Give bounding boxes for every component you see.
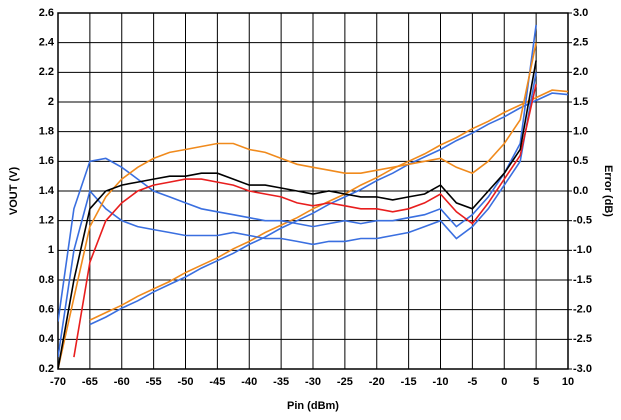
x-tick-label: -35 — [273, 376, 289, 388]
y-tick-label: 1 — [48, 244, 54, 256]
y-tick-label: 2.4 — [39, 37, 55, 49]
x-tick-label: -10 — [433, 376, 449, 388]
y2-tick-label: 1.0 — [573, 126, 588, 138]
y-tick-label: 1.8 — [39, 126, 54, 138]
y-tick-label: 1.6 — [39, 155, 54, 167]
x-tick-label: -25 — [337, 376, 353, 388]
y2-tick-label: -1.5 — [573, 274, 592, 286]
data-line — [89, 89, 568, 321]
data-line — [89, 92, 568, 326]
y-tick-label: 2.6 — [39, 7, 54, 19]
x-tick-label: 10 — [562, 376, 574, 388]
y-tick-label: 0.4 — [39, 333, 55, 345]
x-tick-label: 5 — [533, 376, 539, 388]
data-line — [58, 24, 537, 322]
y2-tick-label: -2.5 — [573, 333, 592, 345]
y2-axis-title: Error (dB) — [602, 165, 614, 217]
x-tick-label: 0 — [501, 376, 507, 388]
y2-tick-label: 3.0 — [573, 7, 588, 19]
plot-frame — [57, 12, 569, 370]
y2-tick-label: -3.0 — [573, 363, 592, 375]
x-tick-label: -40 — [241, 376, 257, 388]
y2-tick-label: 2.0 — [573, 66, 588, 78]
y2-tick-label: -0.5 — [573, 215, 592, 227]
y-tick-label: 1.4 — [39, 185, 55, 197]
y2-tick-label: 0.5 — [573, 155, 588, 167]
y-tick-label: 0.8 — [39, 274, 54, 286]
x-axis-title: Pin (dBm) — [287, 400, 339, 412]
y2-tick-label: 2.5 — [573, 37, 588, 49]
y-tick-label: 2.2 — [39, 66, 54, 78]
y2-tick-label: 1.5 — [573, 96, 588, 108]
y2-tick-label: 0.0 — [573, 185, 588, 197]
data-line — [73, 84, 537, 358]
x-tick-label: -60 — [114, 376, 130, 388]
x-tick-label: -30 — [305, 376, 321, 388]
y-axis-title: VOUT (V) — [8, 167, 20, 216]
x-tick-label: -5 — [467, 376, 477, 388]
x-tick-label: -70 — [50, 376, 66, 388]
x-tick-label: -15 — [401, 376, 417, 388]
y-tick-label: 0.2 — [39, 363, 54, 375]
y2-tick-label: -1.0 — [573, 244, 592, 256]
data-line — [58, 60, 537, 369]
data-line — [58, 42, 537, 369]
y2-tick-label: -2.0 — [573, 304, 592, 316]
x-tick-label: -65 — [82, 376, 98, 388]
x-tick-label: -55 — [146, 376, 162, 388]
x-tick-label: -45 — [209, 376, 225, 388]
y-tick-label: 0.6 — [39, 304, 54, 316]
y-tick-label: 2 — [48, 96, 54, 108]
x-tick-label: -20 — [369, 376, 385, 388]
x-tick-label: -50 — [178, 376, 194, 388]
data-line — [58, 72, 537, 358]
y-tick-label: 1.2 — [39, 215, 54, 227]
